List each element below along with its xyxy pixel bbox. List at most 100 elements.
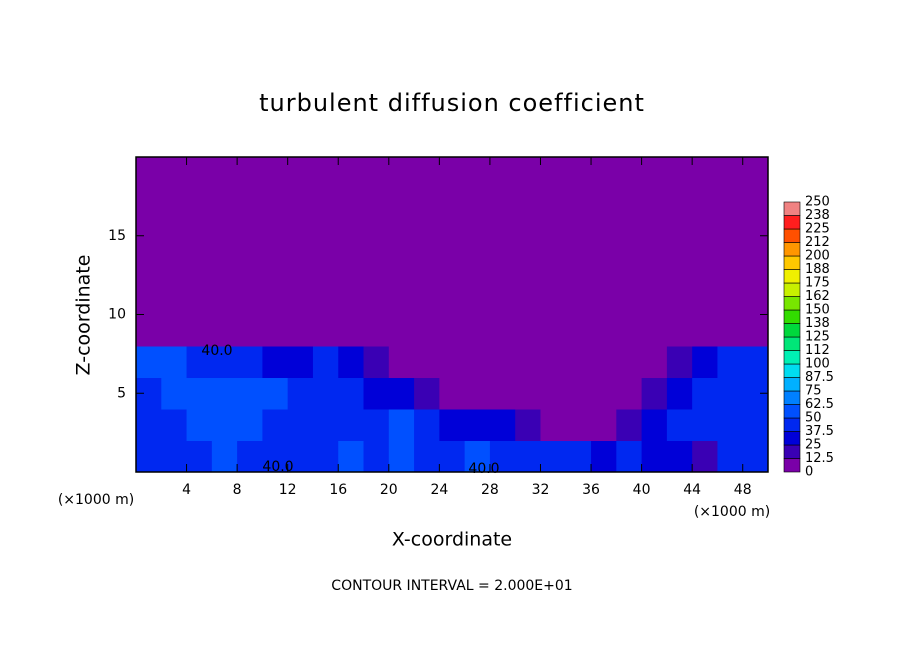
field-cell xyxy=(565,157,592,189)
field-cell xyxy=(338,251,365,284)
field-cell xyxy=(717,157,744,189)
field-cell xyxy=(414,283,440,315)
colorbar-label: 150 xyxy=(805,303,830,318)
field-cell xyxy=(161,377,188,410)
field-cell xyxy=(616,251,643,284)
field-cell xyxy=(742,157,769,189)
field-cell xyxy=(565,440,592,473)
colorbar-label: 238 xyxy=(805,208,830,223)
field-cell xyxy=(616,377,643,410)
field-cell xyxy=(515,220,541,252)
colorbar-label: 225 xyxy=(805,222,830,237)
field-cell xyxy=(692,157,718,189)
field-cell xyxy=(338,440,365,473)
colorbar-box xyxy=(783,377,801,392)
field xyxy=(136,157,769,473)
field-cell xyxy=(540,157,567,189)
field-cell xyxy=(211,283,238,315)
field-cell xyxy=(591,377,617,410)
field-cell xyxy=(464,440,491,473)
field-cell xyxy=(211,440,238,473)
field-cell xyxy=(742,283,769,315)
field-cell xyxy=(312,251,339,284)
x-tick-label: 16 xyxy=(329,482,347,498)
field-cell xyxy=(338,377,365,410)
field-cell xyxy=(666,283,693,315)
colorbar-box xyxy=(783,323,801,338)
field-cell xyxy=(414,188,440,221)
axes xyxy=(135,156,769,473)
field-cell xyxy=(489,220,516,252)
field-cell xyxy=(666,440,693,473)
field-cell xyxy=(136,314,162,347)
field-cell xyxy=(439,346,466,378)
field-cell xyxy=(692,346,718,378)
field-cell xyxy=(565,314,592,347)
field-cell xyxy=(641,314,668,347)
field-cell xyxy=(692,220,718,252)
field-cell xyxy=(565,283,592,315)
field-cell xyxy=(515,157,541,189)
field-cell xyxy=(136,409,162,441)
field-cell xyxy=(237,377,263,410)
field-cell xyxy=(136,346,162,378)
field-cell xyxy=(312,377,339,410)
field-cell xyxy=(262,220,289,252)
field-cell xyxy=(565,346,592,378)
colorbar-box xyxy=(783,228,801,243)
x-unit-label: (×1000 m) xyxy=(58,492,134,508)
field-cell xyxy=(211,157,238,189)
field-cell xyxy=(262,314,289,347)
field-cell xyxy=(388,188,415,221)
field-cell xyxy=(616,188,643,221)
x-axis-label: X-coordinate xyxy=(392,529,512,551)
x-unit-label: (×1000 m) xyxy=(694,504,770,520)
field-cell xyxy=(666,157,693,189)
field-cell xyxy=(287,377,314,410)
field-cell xyxy=(616,346,643,378)
field-cell xyxy=(464,188,491,221)
field-cell xyxy=(388,251,415,284)
field-cell xyxy=(237,440,263,473)
field-cell xyxy=(363,251,390,284)
field-cell xyxy=(388,346,415,378)
field-cell xyxy=(641,188,668,221)
field-cell xyxy=(414,314,440,347)
colorbar-label: 138 xyxy=(805,316,830,331)
field-cell xyxy=(439,440,466,473)
field-cell xyxy=(692,440,718,473)
field-cell xyxy=(540,440,567,473)
field-cell xyxy=(692,188,718,221)
field-cell xyxy=(414,346,440,378)
field-cell xyxy=(666,220,693,252)
field-cell xyxy=(312,188,339,221)
field-cell xyxy=(641,283,668,315)
colorbar-box xyxy=(783,444,801,459)
field-cell xyxy=(136,283,162,315)
field-cell xyxy=(338,188,365,221)
colorbar-label: 100 xyxy=(805,357,830,372)
field-cell xyxy=(262,346,289,378)
field-cell xyxy=(489,314,516,347)
colorbar-box xyxy=(783,242,801,257)
field-cell xyxy=(186,440,213,473)
field-cell xyxy=(565,409,592,441)
field-cell xyxy=(641,220,668,252)
field-cell xyxy=(287,314,314,347)
field-cell xyxy=(287,220,314,252)
field-cell xyxy=(717,409,744,441)
field-cell xyxy=(186,220,213,252)
x-tick-label: 32 xyxy=(532,482,550,498)
field-cell xyxy=(717,377,744,410)
field-cell xyxy=(338,283,365,315)
field-cell xyxy=(363,409,390,441)
x-tick-label: 28 xyxy=(481,482,499,498)
field-cell xyxy=(616,157,643,189)
field-cell xyxy=(565,251,592,284)
field-cell xyxy=(666,346,693,378)
field-cell xyxy=(363,157,390,189)
field-cell xyxy=(388,314,415,347)
field-cell xyxy=(591,409,617,441)
field-cell xyxy=(591,188,617,221)
contour-label: 40.0 xyxy=(262,459,293,475)
